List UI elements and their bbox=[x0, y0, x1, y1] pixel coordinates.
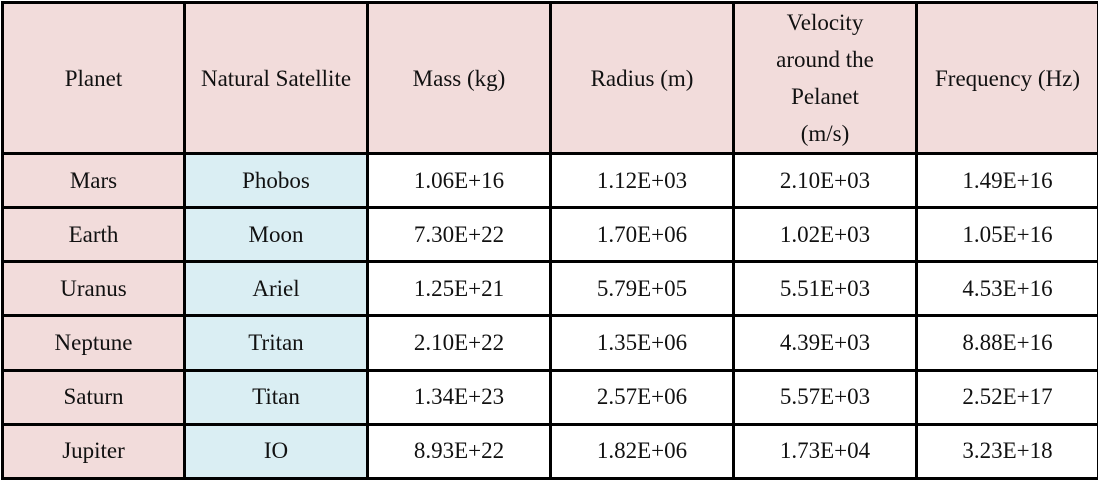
table-cell: Moon bbox=[185, 208, 368, 262]
table-cell: 1.35E+06 bbox=[551, 316, 734, 370]
table-cell: 1.02E+03 bbox=[734, 208, 917, 262]
table-cell: 4.39E+03 bbox=[734, 316, 917, 370]
table-cell: 1.70E+06 bbox=[551, 208, 734, 262]
table-cell: 2.10E+22 bbox=[368, 316, 551, 370]
table-cell: 3.23E+18 bbox=[917, 424, 1098, 478]
table-cell: Phobos bbox=[185, 154, 368, 208]
table-cell: 1.05E+16 bbox=[917, 208, 1098, 262]
table-cell: 1.49E+16 bbox=[917, 154, 1098, 208]
header-cell: Radius (m) bbox=[551, 3, 734, 154]
table-cell: 1.34E+23 bbox=[368, 370, 551, 424]
table-cell: Earth bbox=[3, 208, 185, 262]
table-cell: Neptune bbox=[3, 316, 185, 370]
table-cell: 1.73E+04 bbox=[734, 424, 917, 478]
table-cell: 1.25E+21 bbox=[368, 262, 551, 316]
table-cell: 5.51E+03 bbox=[734, 262, 917, 316]
header-cell: Natural Satellite bbox=[185, 3, 368, 154]
table-cell: 1.82E+06 bbox=[551, 424, 734, 478]
header-cell: Velocity around the Pelanet (m/s) bbox=[734, 3, 917, 154]
table-cell: Mars bbox=[3, 154, 185, 208]
table-cell: IO bbox=[185, 424, 368, 478]
table-cell: 2.52E+17 bbox=[917, 370, 1098, 424]
table-cell: 2.10E+03 bbox=[734, 154, 917, 208]
table-cell: 8.93E+22 bbox=[368, 424, 551, 478]
table-cell: 5.79E+05 bbox=[551, 262, 734, 316]
table-cell: 2.57E+06 bbox=[551, 370, 734, 424]
table-cell: 1.12E+03 bbox=[551, 154, 734, 208]
table-cell: 7.30E+22 bbox=[368, 208, 551, 262]
header-cell: Mass (kg) bbox=[368, 3, 551, 154]
table-cell: Uranus bbox=[3, 262, 185, 316]
header-cell: Planet bbox=[3, 3, 185, 154]
table-cell: Jupiter bbox=[3, 424, 185, 478]
table-cell: Titan bbox=[185, 370, 368, 424]
table-cell: 5.57E+03 bbox=[734, 370, 917, 424]
table-cell: 8.88E+16 bbox=[917, 316, 1098, 370]
header-cell: Frequency (Hz) bbox=[917, 3, 1098, 154]
table-cell: Tritan bbox=[185, 316, 368, 370]
table-cell: Saturn bbox=[3, 370, 185, 424]
table-cell: 4.53E+16 bbox=[917, 262, 1098, 316]
table-cell: Ariel bbox=[185, 262, 368, 316]
table-cell: 1.06E+16 bbox=[368, 154, 551, 208]
